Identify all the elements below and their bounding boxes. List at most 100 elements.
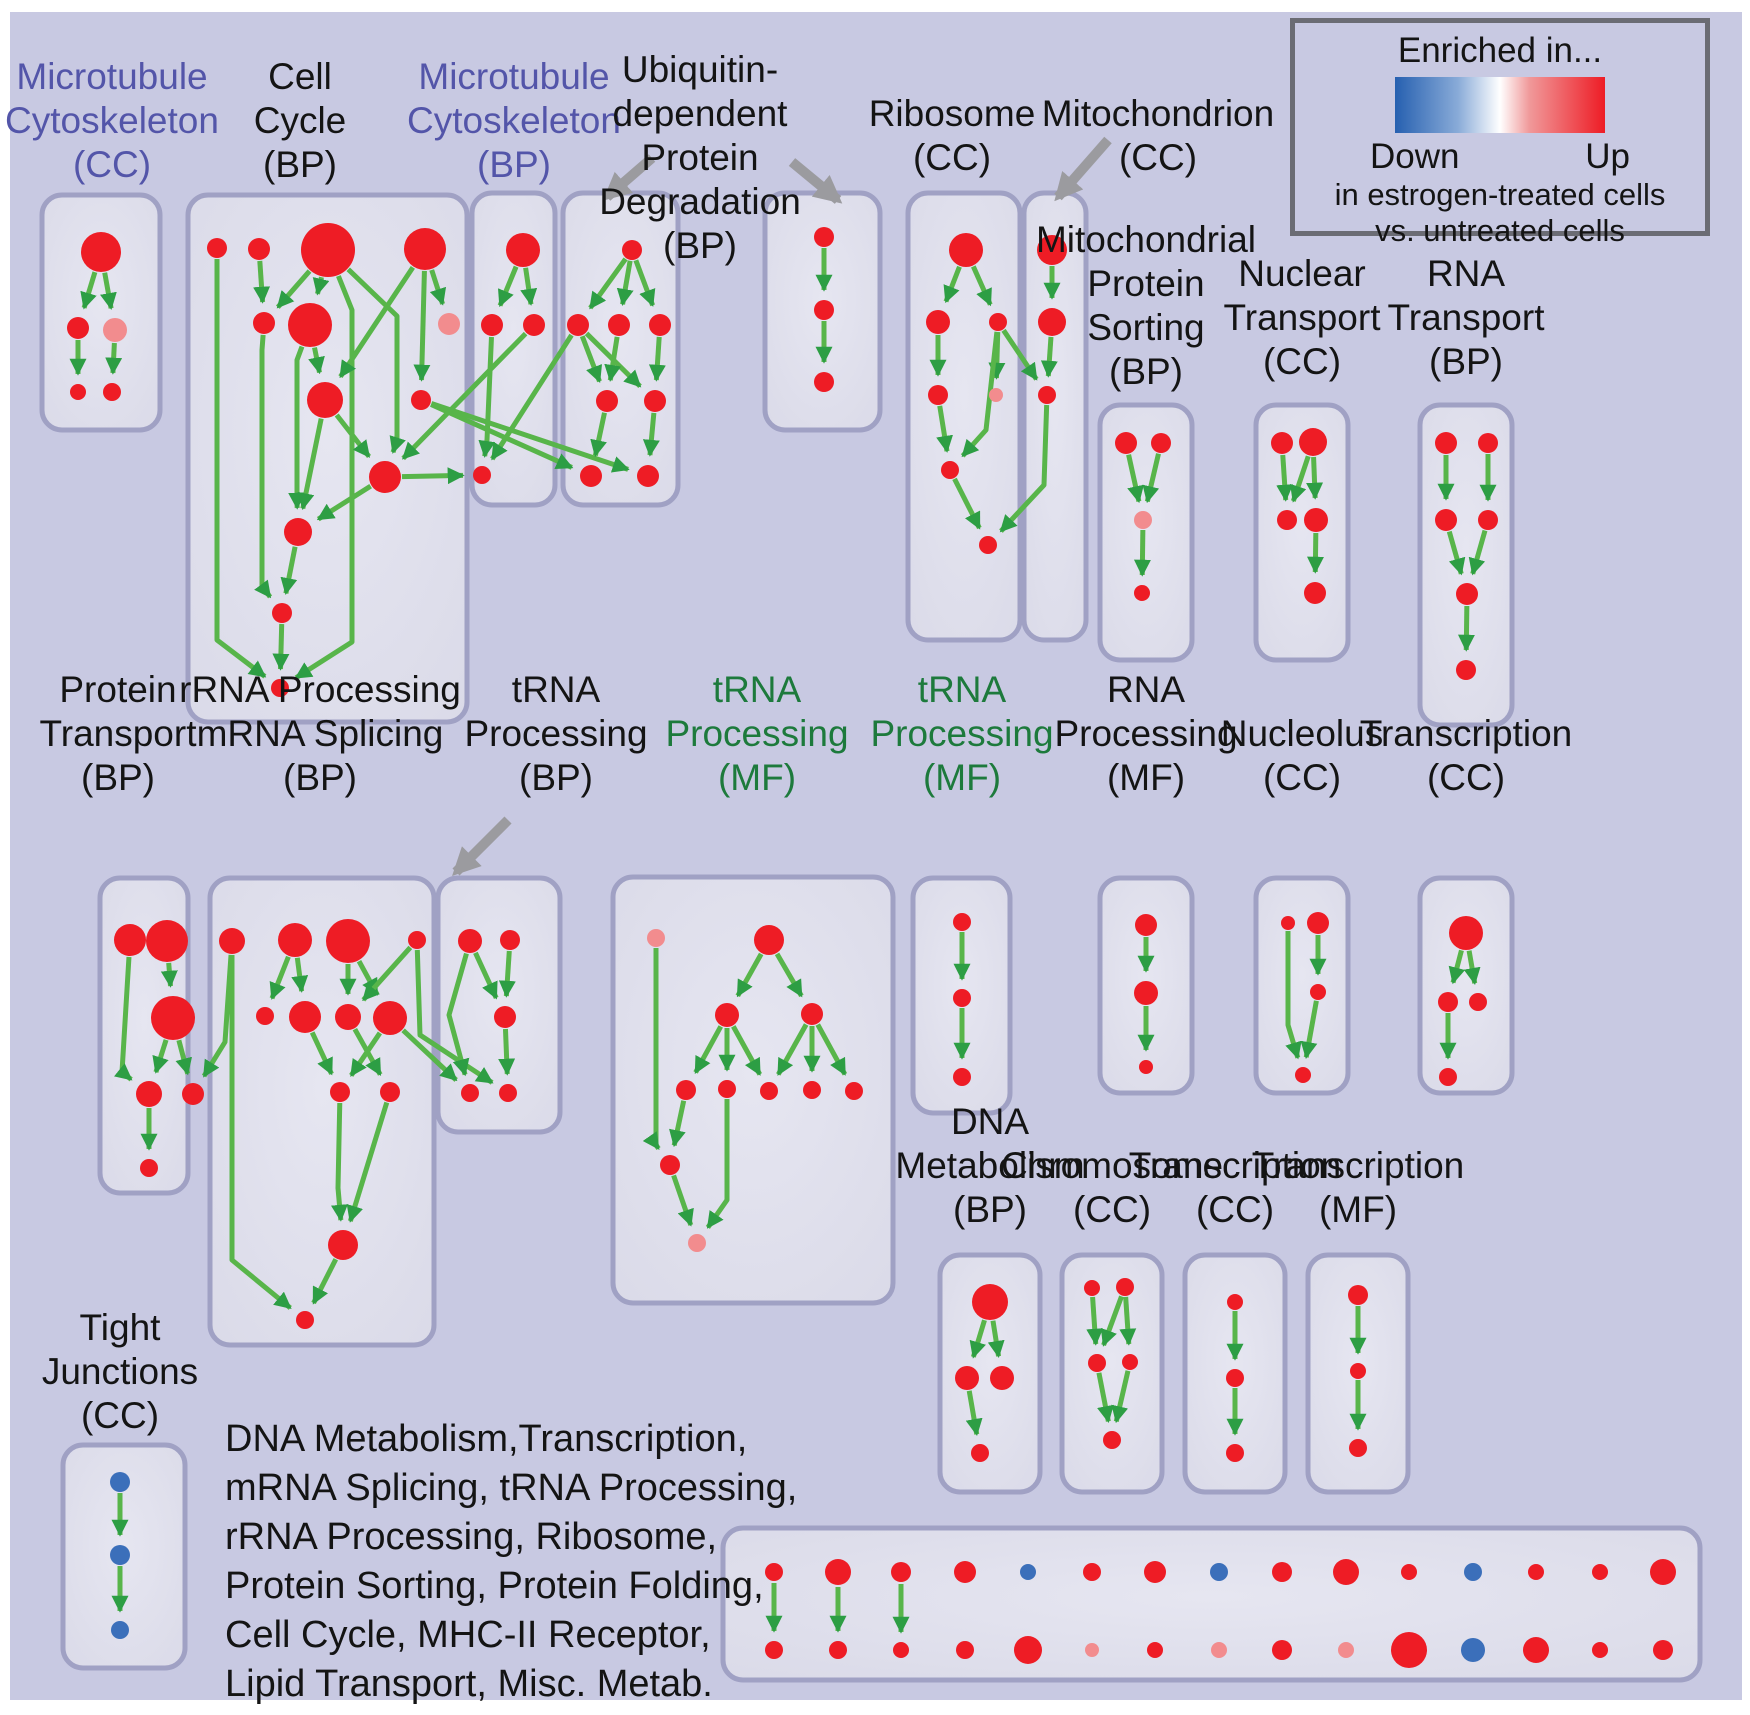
- edge-rt4-to-rt5: [1468, 529, 1488, 576]
- node-tb2: [500, 930, 520, 950]
- edge-cc_h-to-cc_k: [297, 418, 324, 511]
- node-tm5: [676, 1080, 696, 1100]
- node-tj3: [111, 1621, 129, 1639]
- edge-tm10-to-tm11: [671, 1174, 694, 1227]
- node-tm9: [845, 1082, 863, 1100]
- node-mb_b4: [473, 466, 491, 484]
- node-tb1: [458, 929, 482, 953]
- edge-rr_k-to-rr_l: [311, 1258, 338, 1305]
- node-ch1: [1084, 1280, 1100, 1296]
- edge-ch2-to-ch4: [1119, 1296, 1137, 1346]
- node-cc_a: [207, 238, 227, 258]
- node-mb_b1: [506, 233, 540, 267]
- node-tb3: [494, 1006, 516, 1028]
- legend: Enriched in... Down Up in estrogen-treat…: [1290, 18, 1710, 248]
- edge-ua_u3-to-ua_u5: [604, 336, 622, 382]
- node-rb5: [989, 388, 1003, 402]
- edge-tm6-to-tm11: [705, 1099, 730, 1229]
- edge-ua_u2-to-ua_u5: [579, 335, 603, 383]
- edge-cc_i-to-ua_u8: [430, 401, 630, 473]
- bottom-grid-node-top-4: [954, 1561, 976, 1583]
- node-cc_g: [438, 313, 460, 335]
- edge-pt3-to-pt4: [152, 1039, 169, 1074]
- edge-nt4-to-nt5: [1306, 532, 1324, 574]
- legend-gradient-bar: [1395, 77, 1605, 133]
- edge-rb1-to-rb2: [943, 265, 962, 304]
- node-ua_u7: [580, 465, 602, 487]
- cluster-box-transcription_cc1: [1417, 875, 1515, 1096]
- edge-dm2-to-dm4: [965, 1390, 983, 1436]
- edge-cc_e-to-cc_l: [254, 334, 273, 599]
- node-tm8: [803, 1081, 821, 1099]
- edge-tm2-to-tm4: [774, 952, 804, 998]
- node-rt1: [1435, 432, 1457, 454]
- node-mp3: [1134, 511, 1152, 529]
- edge-rr_f-to-rr_i: [309, 1031, 334, 1076]
- node-cc_l: [272, 603, 292, 623]
- node-tc2_1: [1227, 1294, 1243, 1310]
- node-rb6: [941, 461, 959, 479]
- node-rt5: [1456, 583, 1478, 605]
- cluster-box-ribosome: [905, 190, 1023, 643]
- node-mtcc2: [67, 317, 89, 339]
- edge-ua_u5-to-ua_u7: [590, 412, 607, 458]
- edge-rr_i-to-rr_k: [331, 1102, 348, 1222]
- node-cc_k: [284, 518, 312, 546]
- cluster-box-nucleolus: [1253, 875, 1351, 1096]
- node-ch5: [1103, 1431, 1121, 1449]
- edge-dm1-to-dm2: [969, 1319, 987, 1359]
- bottom-grid-node-bottom-14: [1592, 1642, 1608, 1658]
- node-pt6: [140, 1159, 158, 1177]
- bottom-grid-node-top-3: [891, 1562, 911, 1582]
- bottom-grid-node-top-14: [1592, 1564, 1608, 1580]
- bottom-grid-node-bottom-6: [1085, 1643, 1099, 1657]
- edge-mtcc1-to-mtcc2: [80, 271, 98, 310]
- bottom-grid-node-top-8: [1210, 1563, 1228, 1581]
- node-tf2: [1350, 1363, 1366, 1379]
- node-rr_a: [219, 928, 245, 954]
- bottom-grid-node-bottom-1: [765, 1641, 783, 1659]
- node-ts2: [953, 989, 971, 1007]
- node-nt3: [1277, 510, 1297, 530]
- node-ch3: [1088, 1354, 1106, 1372]
- node-rr_l: [296, 1311, 314, 1329]
- bottom-grid-node-bottom-2: [829, 1641, 847, 1659]
- node-rr_f: [289, 1001, 321, 1033]
- edge-mtcc3-to-mtcc5: [105, 342, 123, 375]
- node-mtcc4: [70, 384, 86, 400]
- node-cc_e: [253, 312, 275, 334]
- node-rr_e: [256, 1007, 274, 1025]
- cluster-box-chromosome: [1059, 1252, 1165, 1495]
- node-ts1: [953, 913, 971, 931]
- edge-rt5-to-rt6: [1457, 605, 1475, 652]
- bottom-grid-node-top-1: [765, 1563, 783, 1581]
- legend-subtitle-1: in estrogen-treated cells: [1334, 177, 1666, 212]
- node-rr_c: [326, 919, 370, 963]
- cluster-box-rrna: [207, 875, 437, 1348]
- cluster-box-trna_bp: [435, 875, 563, 1135]
- edge-ua_u1-to-ua_u4: [633, 259, 656, 307]
- bottom-grid-node-bottom-13: [1523, 1637, 1549, 1663]
- edge-mp3-to-mp4: [1133, 529, 1151, 577]
- node-mp1: [1115, 432, 1137, 454]
- edge-nl3-to-nl4: [1300, 1000, 1319, 1059]
- bottom-grid-node-top-2: [825, 1559, 851, 1585]
- node-pt5: [182, 1083, 204, 1105]
- node-dm1: [972, 1284, 1008, 1320]
- edge-cc_j-to-cc_k: [316, 483, 372, 522]
- node-tcu2: [1438, 992, 1458, 1012]
- edge-rb3-to-rb6: [960, 331, 1000, 458]
- node-tj1: [110, 1472, 130, 1492]
- bottom-grid-node-bottom-9: [1272, 1640, 1292, 1660]
- node-tj2: [110, 1545, 130, 1565]
- node-tm3: [715, 1003, 739, 1027]
- node-dm3: [990, 1366, 1014, 1390]
- edge-tm3-to-tm5: [693, 1025, 723, 1074]
- node-tcu1: [1449, 916, 1483, 950]
- legend-title: Enriched in...: [1397, 31, 1603, 70]
- bottom-grid-node-bottom-11: [1391, 1632, 1427, 1668]
- edge-cc_d-to-cc_i: [413, 270, 431, 382]
- edge-ua_u2-to-mb_b4: [490, 333, 574, 461]
